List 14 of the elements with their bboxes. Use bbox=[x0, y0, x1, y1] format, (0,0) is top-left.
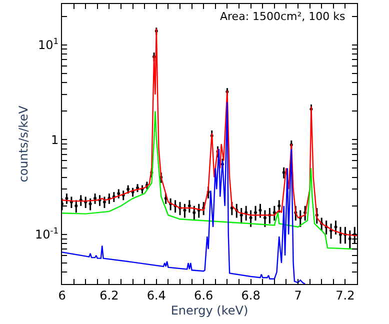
x-tick-label: 6 bbox=[58, 288, 66, 302]
x-tick-label: 6.8 bbox=[241, 288, 260, 302]
y-tick-label: 10$^{-1}$ bbox=[34, 226, 59, 242]
y-tick-label: 10$^{1}$ bbox=[38, 36, 59, 52]
x-axis-title: Energy (keV) bbox=[170, 303, 248, 318]
x-tick-label: 6.6 bbox=[194, 288, 214, 302]
y-axis-title: counts/s/keV bbox=[16, 104, 30, 182]
x-tick-label: 7 bbox=[294, 288, 302, 302]
x-tick-label: 6.4 bbox=[146, 288, 166, 302]
annotation: Area: 1500cm², 100 ks bbox=[220, 10, 346, 23]
y-tick-label: 1 bbox=[50, 132, 59, 147]
line-series bbox=[62, 101, 306, 284]
x-tick-label: 7.2 bbox=[336, 288, 355, 302]
x-tick-label: 6.2 bbox=[100, 288, 119, 302]
